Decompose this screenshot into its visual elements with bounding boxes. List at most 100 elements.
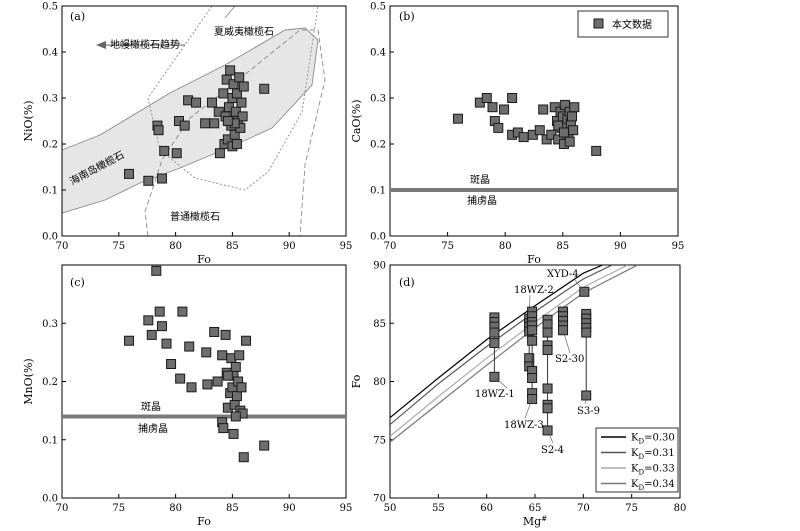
y-tick-label: 0.2 — [42, 140, 58, 151]
data-point — [241, 335, 252, 346]
data-point — [179, 120, 190, 131]
legend-b-box — [577, 10, 669, 38]
x-tick-label: 95 — [340, 503, 353, 514]
y-axis-label: MnO(%) — [22, 358, 35, 404]
data-point — [553, 120, 564, 131]
legend-d-text: KD=0.31 — [631, 448, 675, 461]
data-point — [177, 306, 188, 317]
data-point — [489, 338, 500, 349]
phenocryst-label-b: 斑晶 — [470, 173, 490, 186]
y-tick-label: 0.3 — [42, 319, 58, 330]
data-point — [209, 118, 220, 129]
sample-label: 18WZ-3 — [504, 420, 544, 431]
y-axis-label: CaO(%) — [350, 99, 363, 142]
data-point — [568, 125, 579, 136]
hawaiian-olivine-field — [147, 5, 319, 191]
kd-curve — [390, 265, 629, 437]
data-point — [218, 88, 229, 99]
data-point — [581, 327, 592, 338]
label-leader-line — [584, 395, 587, 405]
y-tick-label: 0.2 — [42, 377, 58, 388]
data-point — [202, 379, 213, 390]
x-tick-label: 70 — [56, 241, 69, 252]
kd-curve — [390, 265, 638, 443]
x-tick-label: 90 — [283, 241, 296, 252]
x-tick-label: 70 — [56, 503, 69, 514]
data-point — [569, 102, 580, 113]
data-point — [542, 383, 553, 394]
x-tick-label: 80 — [674, 503, 687, 514]
data-point — [231, 391, 242, 402]
x-tick-label: 75 — [112, 241, 125, 252]
data-point — [124, 168, 135, 179]
data-point — [542, 403, 553, 414]
x-tick-label: 70 — [384, 241, 397, 252]
y-tick-label: 0.0 — [370, 232, 386, 243]
phenocryst-label-c: 斑晶 — [141, 400, 161, 413]
data-point — [220, 329, 231, 340]
x-tick-label: 70 — [577, 503, 590, 514]
data-point — [564, 136, 575, 147]
label-leader-line — [524, 398, 533, 419]
legend-d-box — [595, 427, 679, 493]
legend-b-text: 本文数据 — [612, 18, 652, 31]
legend-d-text: KD=0.33 — [631, 464, 675, 477]
y-tick-label: 0.0 — [42, 232, 58, 243]
common-olivine-label: 普通橄榄石 — [170, 210, 220, 223]
legend-b-marker — [593, 18, 604, 29]
y-tick-label: 0.1 — [42, 186, 58, 197]
data-point — [558, 127, 569, 138]
data-point — [452, 113, 463, 124]
data-point — [499, 104, 510, 115]
data-point — [156, 173, 167, 184]
data-point — [222, 116, 233, 126]
y-tick-label: 0.0 — [42, 494, 58, 505]
legend-d-entries: KD=0.30 KD=0.31 KD=0.33 KD=0.34 — [601, 433, 675, 492]
sample-label: 18WZ-2 — [514, 285, 554, 296]
y-tick-label: 0.1 — [42, 435, 58, 446]
panel-a-label: (a) — [70, 10, 85, 23]
data-point — [542, 319, 553, 330]
y-tick-label: 0.5 — [370, 2, 386, 13]
y-tick-label: 0.5 — [42, 2, 58, 13]
y-tick-label: 0.3 — [370, 94, 386, 105]
data-point — [151, 265, 162, 276]
data-point — [230, 411, 241, 422]
data-point — [146, 329, 157, 340]
data-point — [493, 122, 504, 133]
data-point — [236, 97, 247, 108]
common-olivine-field — [144, 29, 326, 237]
x-tick-label: 60 — [480, 503, 493, 514]
data-point — [186, 382, 197, 393]
data-point — [212, 376, 223, 387]
legend-d-text: KD=0.30 — [631, 433, 675, 446]
data-point — [567, 111, 578, 122]
data-point — [527, 373, 538, 384]
kd-curve — [390, 265, 603, 419]
data-point — [184, 341, 195, 352]
label-leader-line — [547, 430, 554, 444]
panel-b-label: (b) — [399, 10, 415, 23]
data-point — [238, 452, 249, 463]
legend-b: 本文数据 — [577, 10, 669, 38]
y-axis-label: Fo — [350, 374, 363, 388]
data-point — [591, 145, 602, 156]
kd-curve — [390, 265, 613, 426]
data-point — [487, 102, 498, 113]
data-point — [153, 125, 164, 136]
data-point — [228, 428, 239, 439]
axes-layer: 70 75 80 85 90 95 0.0 0.1 0.2 0.3 0.4 0.5 Fo NiO(%) 70… — [22, 2, 686, 529]
data-point — [191, 97, 202, 108]
x-tick-label: 75 — [112, 503, 125, 514]
data-point — [222, 370, 233, 381]
data-point — [238, 81, 249, 92]
x-tick-label: 85 — [556, 241, 569, 252]
data-point — [489, 327, 500, 338]
y-axis-label: NiO(%) — [22, 100, 35, 141]
hainan-olivine-field — [61, 27, 319, 214]
data-point — [230, 361, 241, 372]
data-point — [518, 132, 529, 143]
data-point — [538, 104, 549, 115]
data-point — [218, 423, 229, 434]
